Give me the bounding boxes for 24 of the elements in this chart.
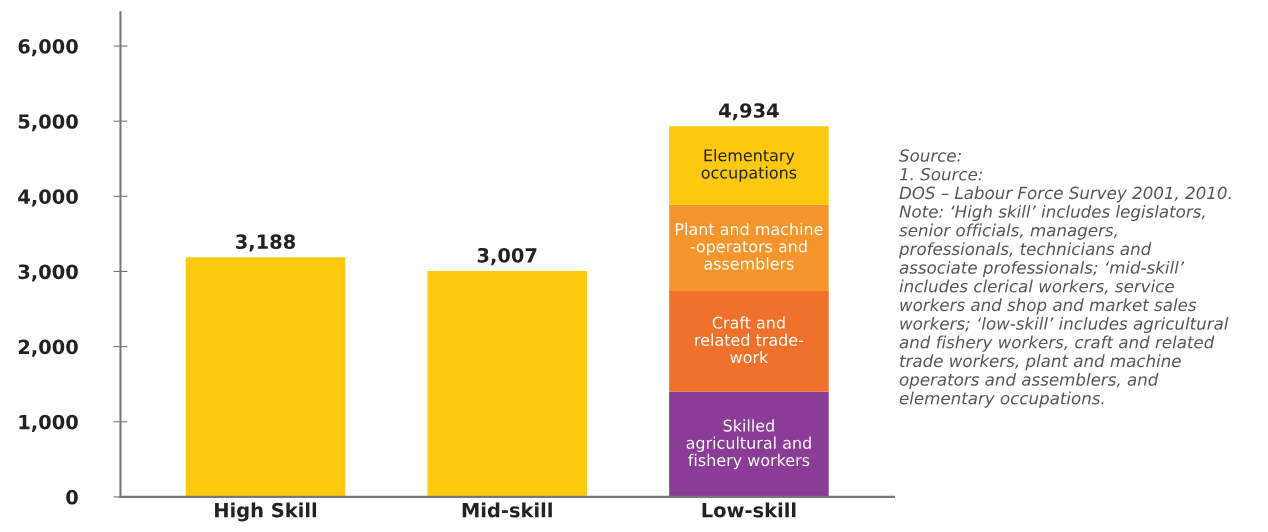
x-tick-label: Low-skill	[702, 502, 796, 518]
series-label: Skilled agricultural and fishery workers	[686, 419, 811, 470]
y-tick-label: 3,000	[18, 264, 78, 282]
bar	[669, 204, 829, 291]
x-tick-label: Mid-skill	[462, 502, 552, 518]
bar	[669, 291, 829, 392]
y-tick-label: 1,000	[19, 414, 78, 432]
y-tick-label: 2,000	[18, 339, 78, 357]
total-label: 3,007	[477, 247, 537, 266]
bar	[669, 391, 829, 497]
bar	[185, 257, 346, 497]
bar	[669, 126, 829, 205]
series-label: Plant and machine -operators and assemblers	[675, 222, 823, 270]
y-tick-label: 0	[66, 489, 78, 505]
total-label: 4,934	[719, 103, 779, 121]
y-tick-label: 4,000	[18, 189, 78, 207]
y-tick-label: 6,000	[18, 39, 78, 57]
text: Source: 1. Source: DOS – Labour Force Survey 2001, 2010. Note: ‘High skill’ includes legislators, senior officials, managers, professionals, technicians and associate professionals; ‘mid-skill’ includes clerical workers, service workers and shop and market sales workers; ‘low-skill’ includes agricultural and fishery workers, craft and related trade workers, plant and machine operators and assemblers, and elementary occupations.	[898, 149, 1231, 408]
series-label: Elementary occupations	[701, 149, 797, 182]
bar	[427, 270, 587, 497]
y-tick-label: 5,000	[18, 114, 78, 132]
series-label: Craft and related trade- work	[695, 316, 804, 364]
x-tick-label: High Skill	[215, 502, 317, 522]
total-label: 3,188	[236, 234, 296, 252]
